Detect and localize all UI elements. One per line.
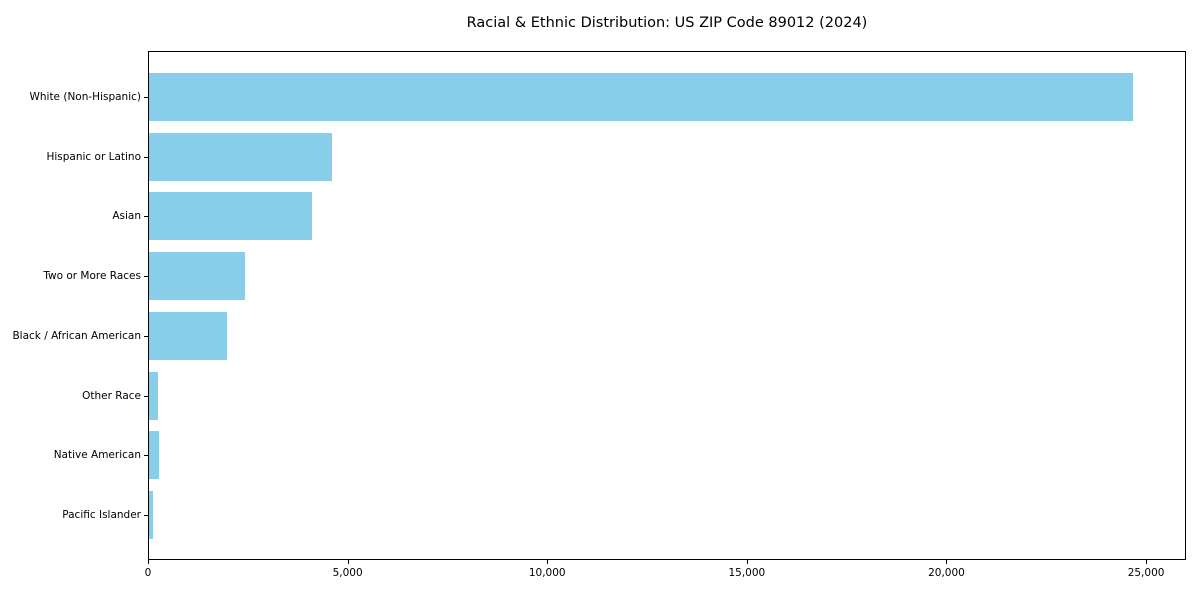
y-tick-mark	[144, 276, 148, 278]
bar	[149, 431, 159, 480]
chart-title: Racial & Ethnic Distribution: US ZIP Cod…	[466, 15, 868, 31]
x-tick-mark	[547, 560, 549, 564]
y-tick-label: Pacific Islander	[62, 508, 141, 521]
plot-area	[148, 51, 1186, 560]
y-tick-label: Other Race	[82, 389, 141, 402]
y-tick-mark	[144, 455, 148, 457]
bar	[149, 192, 312, 241]
x-tick-label: 5,000	[332, 567, 363, 579]
y-tick-mark	[144, 335, 148, 337]
bar	[149, 311, 227, 360]
x-tick-mark	[1146, 560, 1148, 564]
x-tick-label: 10,000	[528, 567, 566, 579]
x-tick-mark	[347, 560, 349, 564]
y-tick-label: Hispanic or Latino	[46, 150, 141, 163]
y-tick-label: White (Non-Hispanic)	[29, 91, 141, 103]
y-tick-mark	[144, 216, 148, 218]
x-tick-label: 0	[144, 567, 152, 579]
y-tick-label: Black / African American	[12, 329, 141, 342]
y-tick-mark	[144, 97, 148, 98]
x-tick-label: 15,000	[728, 567, 766, 579]
bar	[149, 371, 159, 420]
bar	[149, 73, 1134, 121]
x-tick-mark	[148, 560, 149, 564]
y-tick-mark	[144, 395, 148, 397]
y-tick-mark	[144, 156, 148, 158]
x-tick-label: 25,000	[1127, 567, 1165, 579]
x-tick-label: 20,000	[928, 567, 965, 579]
x-tick-mark	[946, 560, 948, 564]
bar	[149, 252, 245, 301]
bar	[149, 132, 333, 181]
y-tick-mark	[144, 514, 148, 516]
x-tick-mark	[746, 560, 748, 564]
y-tick-label: Asian	[112, 210, 141, 223]
bar	[149, 490, 153, 539]
y-tick-label: Native American	[53, 449, 141, 462]
y-tick-label: Two or More Races	[43, 270, 141, 283]
